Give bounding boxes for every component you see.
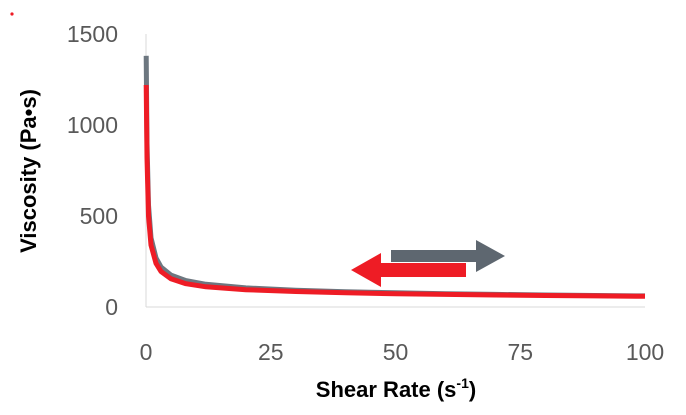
arrow-right-increasing bbox=[391, 240, 505, 272]
series-layer bbox=[143, 55, 646, 299]
series-line-red bbox=[143, 84, 646, 299]
y-tick-label: 500 bbox=[80, 203, 118, 229]
x-tick-label: 75 bbox=[507, 339, 533, 365]
y-tick-label: 0 bbox=[105, 294, 118, 320]
x-tick-label: 25 bbox=[258, 339, 284, 365]
x-tick-label: 0 bbox=[140, 339, 153, 365]
y-axis-title: Viscosity (Pa•s) bbox=[16, 89, 41, 253]
direction-arrows bbox=[351, 240, 505, 287]
x-axis-title-close: ) bbox=[469, 377, 476, 402]
x-tick-label: 50 bbox=[383, 339, 409, 365]
x-axis-title-superscript: -1 bbox=[456, 375, 469, 391]
x-tick-label: 100 bbox=[626, 339, 664, 365]
x-tick-labels: 0 25 50 75 100 bbox=[140, 339, 665, 365]
y-tick-label: 1000 bbox=[67, 112, 118, 138]
arrow-left-decreasing bbox=[351, 253, 466, 287]
x-axis-title-main: Shear Rate (s bbox=[316, 377, 457, 402]
y-tick-labels: 0 500 1000 1500 bbox=[67, 21, 118, 320]
x-axis-title: Shear Rate (s-1) bbox=[316, 375, 476, 402]
y-tick-label: 1500 bbox=[67, 21, 118, 47]
stray-dot bbox=[10, 12, 14, 16]
